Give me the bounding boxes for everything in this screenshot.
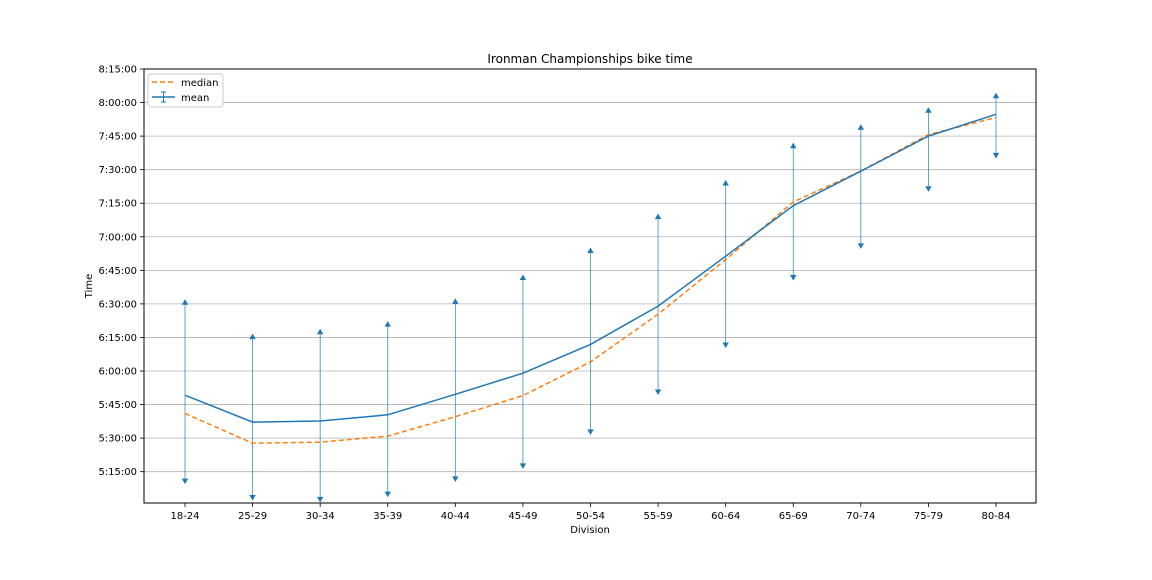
error-bar-upper-cap [654,213,662,220]
error-bars [181,92,1000,503]
y-tick-label: 8:00:00 [98,98,137,109]
error-bar-upper-cap [181,299,189,305]
x-tick-label: 25-29 [238,511,267,522]
x-axis: 18-24 25-29 30-34 35-39 40-44 45-49 50-54 55-59… [170,503,1011,522]
error-bar-upper-cap [857,124,865,130]
error-bar-lower-cap [181,478,189,485]
x-tick-label: 80-84 [981,511,1010,522]
y-axis: 5:15:00 5:30:00 5:45:00 6:00:00 6:15:00 6:30:… [98,65,144,478]
x-tick-label: 55-59 [644,511,673,522]
error-bar-lower-cap [384,491,391,498]
error-bar-lower-cap [249,495,256,501]
median-line [184,116,997,444]
y-tick-label: 7:00:00 [98,232,137,243]
x-tick-label: 35-39 [373,511,402,522]
error-bar-upper-cap [925,107,932,113]
y-tick-label: 5:15:00 [98,467,137,478]
legend-mean-label: mean [181,93,209,104]
y-tick-label: 6:15:00 [98,333,137,344]
x-tick-label: 65-69 [779,511,808,522]
error-bar-upper-cap [384,321,391,327]
error-bar-lower-cap [925,186,932,192]
error-bar-lower-cap [790,275,797,281]
error-bar-lower-cap [992,152,1000,159]
error-bar-upper-cap [316,328,324,335]
error-bar-lower-cap [587,429,594,435]
error-bar-lower-cap [519,463,527,469]
x-axis-label: Division [570,525,610,536]
error-bar-upper-cap [587,247,594,253]
chart-title: Ironman Championships bike time [487,52,692,66]
error-bar-upper-cap [722,179,729,186]
series-lines [184,113,997,444]
legend-box [147,73,224,108]
y-tick-label: 7:30:00 [98,165,137,176]
x-tick-label: 45-49 [508,511,537,522]
x-tick-label: 30-34 [306,511,335,522]
x-tick-label: 60-64 [711,511,740,522]
error-bar-lower-cap [316,496,324,503]
legend-mean-swatch [152,91,175,103]
legend[interactable]: median mean [147,73,224,108]
x-tick-label: 50-54 [576,511,605,522]
y-tick-label: 6:45:00 [98,266,137,277]
error-bar-upper-cap [452,298,459,304]
x-tick-label: 75-79 [914,511,943,522]
error-bar-lower-cap [857,243,865,249]
x-tick-label: 18-24 [170,511,199,522]
error-bar-lower-cap [722,342,729,349]
y-tick-label: 5:30:00 [98,434,137,445]
y-tick-label: 5:45:00 [98,400,137,411]
grid-lines [144,68,1036,473]
error-bar-lower-cap [654,389,662,395]
y-tick-label: 7:45:00 [98,132,137,143]
y-tick-label: 7:15:00 [98,199,137,210]
x-tick-label: 40-44 [441,511,470,522]
error-bar-lower-cap [452,476,459,482]
error-bar-upper-cap [519,274,527,281]
error-bar-upper-cap [249,333,256,340]
plot-frame [143,68,1037,504]
y-tick-label: 6:00:00 [98,367,137,378]
y-axis-label: Time [84,274,95,299]
error-bar-upper-cap [790,142,797,149]
mean-line [184,113,997,423]
error-bar-upper-cap [992,92,1000,99]
legend-median-label: median [181,78,219,89]
y-tick-label: 6:30:00 [98,299,137,310]
y-tick-label: 8:15:00 [98,65,137,76]
x-tick-label: 70-74 [846,511,875,522]
